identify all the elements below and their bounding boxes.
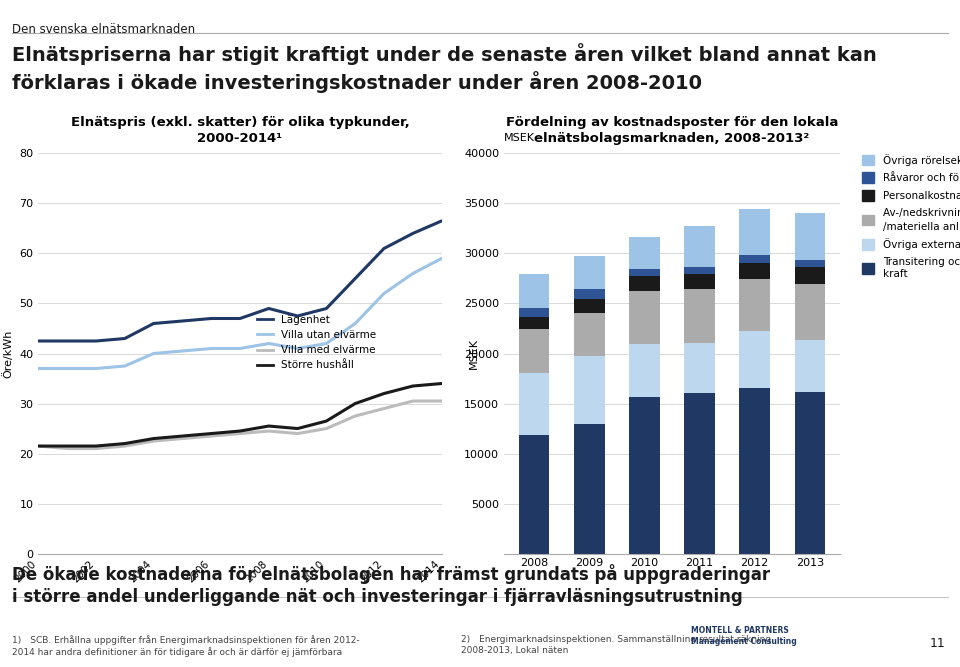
Text: Elnätspriserna har stigit kraftigt under de senaste åren vilket bland annat kan
: Elnätspriserna har stigit kraftigt under… [12, 43, 876, 93]
Y-axis label: Öre/kWh: Öre/kWh [3, 329, 13, 378]
Bar [630, 291, 660, 344]
Text: MSEK: MSEK [504, 133, 535, 143]
Bar [739, 255, 770, 263]
Bar [739, 331, 770, 388]
Bar [519, 329, 549, 372]
Bar [684, 343, 714, 392]
Text: Den svenska elnätsmarknaden: Den svenska elnätsmarknaden [12, 23, 195, 36]
Bar [684, 267, 714, 274]
Bar [684, 392, 714, 554]
Legend: Lägenhet, Villa utan elvärme, Villa med elvärme, Större hushåll: Lägenhet, Villa utan elvärme, Villa med … [253, 311, 381, 375]
Text: 2) Energimarknadsinspektionen. Sammanställning resultat räkning
2008-2013, Lokal: 2) Energimarknadsinspektionen. Sammanstä… [461, 635, 771, 655]
Bar [630, 396, 660, 554]
Bar [684, 275, 714, 289]
Legend: Övriga rörelsekostnader, Råvaror och förnödenheter, Personalkostnader, Av-/nedsk: Övriga rörelsekostnader, Råvaror och för… [858, 151, 960, 281]
Bar [574, 356, 605, 424]
Bar [519, 317, 549, 329]
Bar [519, 275, 549, 308]
Text: De ökade kostnaderna för elnätsbolagen har främst grundats på uppgraderingar
i s: De ökade kostnaderna för elnätsbolagen h… [12, 564, 770, 606]
Bar [684, 226, 714, 267]
Title: Elnätspris (exkl. skatter) för olika typkunder,
2000-2014¹: Elnätspris (exkl. skatter) för olika typ… [71, 116, 409, 145]
Bar [795, 213, 825, 260]
Text: MONTELL & PARTNERS
Management Consulting: MONTELL & PARTNERS Management Consulting [691, 626, 797, 646]
Bar [795, 392, 825, 554]
Bar [630, 276, 660, 291]
Bar [795, 267, 825, 284]
Bar [739, 209, 770, 255]
Text: 11: 11 [930, 638, 946, 650]
Text: MSEK: MSEK [468, 338, 479, 369]
Bar [574, 256, 605, 289]
Bar [739, 263, 770, 279]
Bar [574, 299, 605, 313]
Bar [574, 424, 605, 554]
Bar [795, 284, 825, 340]
Bar [574, 289, 605, 299]
Bar [739, 279, 770, 331]
Bar [630, 269, 660, 276]
Bar [519, 435, 549, 554]
Bar [519, 372, 549, 435]
Bar [519, 308, 549, 317]
Bar [795, 261, 825, 267]
Text: 1) SCB. Erhållna uppgifter från Energimarknadsinspektionen för åren 2012-
2014 h: 1) SCB. Erhållna uppgifter från Energima… [12, 635, 359, 657]
Bar [574, 313, 605, 356]
Bar [684, 289, 714, 343]
Bar [630, 344, 660, 396]
Bar [739, 388, 770, 554]
Title: Fördelning av kostnadsposter för den lokala
elnätsbolagsmarknaden, 2008-2013²: Fördelning av kostnadsposter för den lok… [506, 116, 838, 145]
Bar [630, 237, 660, 269]
Bar [795, 340, 825, 392]
